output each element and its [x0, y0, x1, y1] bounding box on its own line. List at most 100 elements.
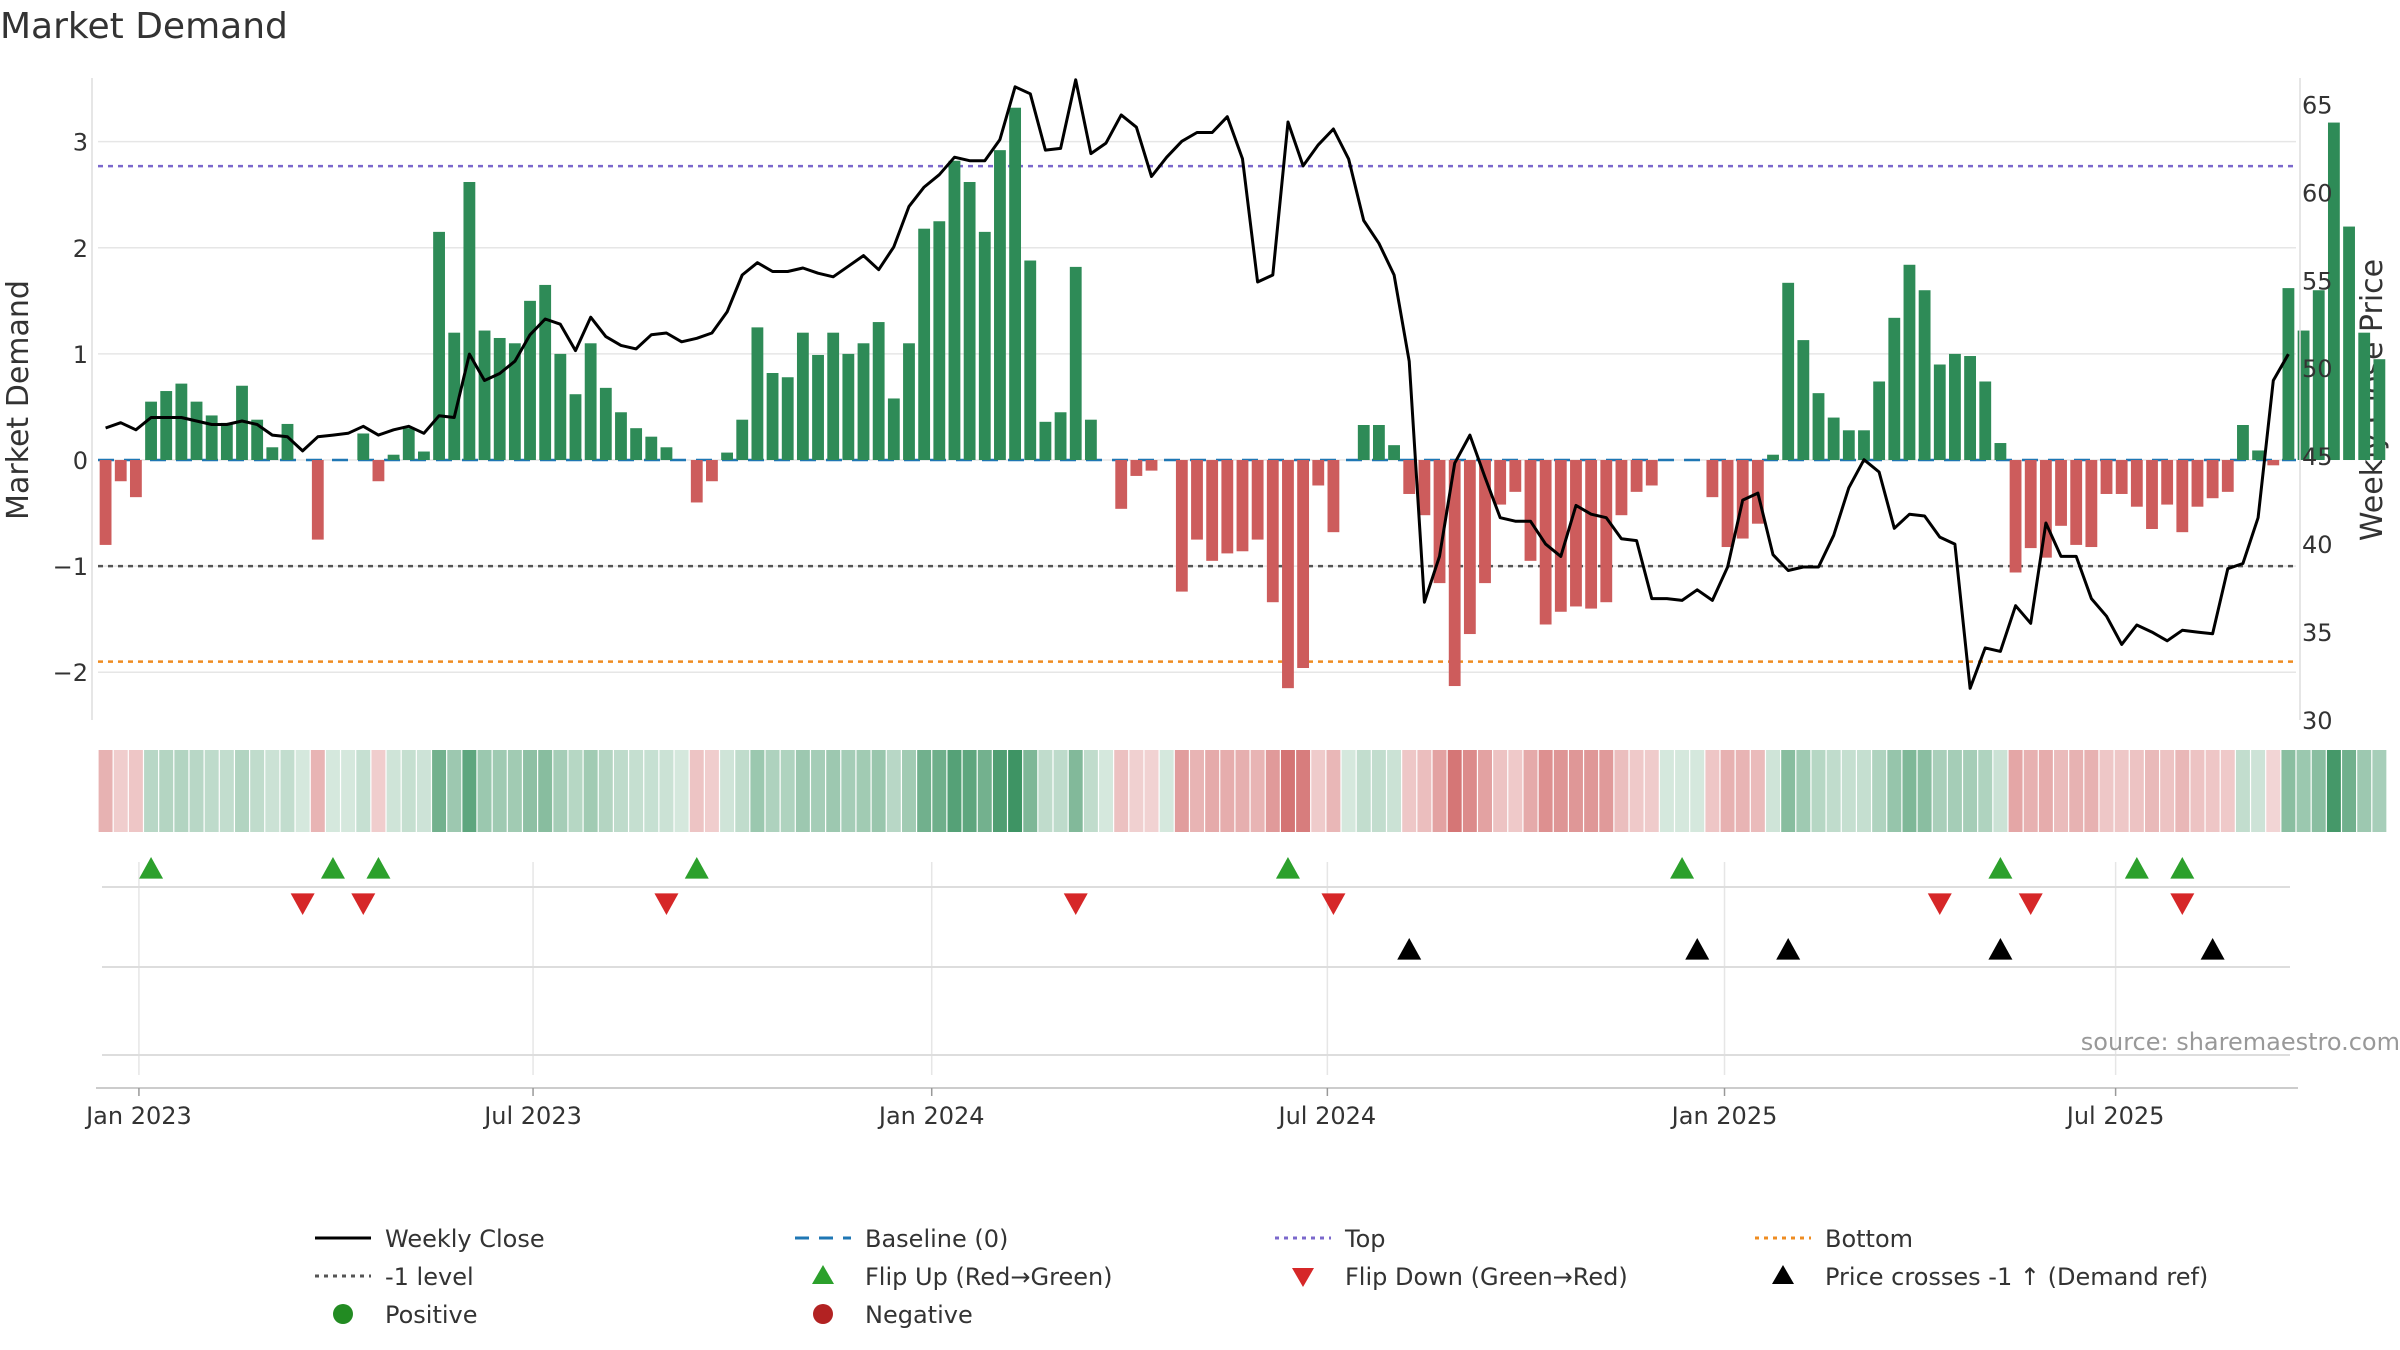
heat-cell	[1114, 750, 1129, 832]
demand-bar	[872, 322, 885, 461]
demand-bar	[1721, 460, 1734, 548]
demand-bar	[402, 428, 415, 461]
demand-bar	[2130, 460, 2143, 507]
heat-cell	[1857, 750, 1871, 832]
demand-bar	[994, 150, 1006, 461]
heat-cell	[2372, 750, 2387, 832]
heat-cell	[674, 750, 689, 832]
heat-cell	[1796, 750, 1811, 832]
price-cross-marker	[2200, 938, 2225, 960]
heat-cell	[1659, 750, 1674, 832]
x-tick-label: Jan 2023	[84, 1102, 192, 1130]
demand-bar	[1479, 460, 1491, 584]
heat-cell	[2008, 750, 2023, 832]
heat-cell	[1478, 750, 1492, 832]
legend-item: Negative	[813, 1301, 973, 1329]
heat-cell	[1690, 750, 1705, 832]
heat-cell	[416, 750, 431, 832]
heat-cell	[1978, 750, 1993, 832]
demand-bar	[1767, 454, 1779, 461]
heat-cell	[432, 750, 447, 832]
heat-cell	[1205, 750, 1220, 832]
x-tick-label: Jan 2025	[1670, 1102, 1778, 1130]
demand-bar	[175, 383, 188, 461]
demand-bar	[1282, 460, 1294, 689]
heat-cell	[1538, 750, 1553, 832]
heat-cell	[1387, 750, 1402, 832]
demand-bar	[2267, 460, 2280, 466]
heat-cell	[1068, 750, 1083, 832]
demand-bar	[2039, 460, 2052, 558]
demand-bar	[478, 330, 491, 461]
heat-cell	[1083, 750, 1098, 832]
heat-cell	[598, 750, 613, 832]
heat-cell	[1811, 750, 1826, 832]
heat-cell	[1947, 750, 1962, 832]
y-tick-left: 1	[73, 341, 88, 369]
heat-cell	[1705, 750, 1720, 832]
demand-bar	[2070, 460, 2083, 545]
heat-cell	[2160, 750, 2175, 832]
demand-bar	[2161, 460, 2174, 505]
y-tick-right: 35	[2302, 619, 2333, 647]
heat-cell	[2023, 750, 2038, 832]
heat-cell	[2326, 750, 2341, 832]
heat-cell	[1750, 750, 1765, 832]
y-tick-right: 55	[2302, 267, 2333, 295]
demand-bar	[660, 447, 673, 461]
price-line	[105, 78, 2290, 690]
demand-bar	[2282, 288, 2295, 461]
heat-cell	[992, 750, 1007, 832]
x-tick-label: Jan 2024	[877, 1102, 985, 1130]
demand-bar	[2237, 424, 2249, 461]
demand-bar	[2009, 460, 2022, 573]
legend-label: Flip Up (Red→Green)	[865, 1263, 1113, 1291]
heat-cell	[1993, 750, 2008, 832]
heat-cell	[856, 750, 871, 832]
heat-cell	[1675, 750, 1690, 832]
heat-cell	[1523, 750, 1538, 832]
y-tick-left: 0	[73, 447, 88, 475]
x-tick-label: Jul 2023	[482, 1102, 582, 1130]
demand-bar	[812, 354, 824, 461]
heat-cell	[765, 750, 780, 832]
demand-bar	[2221, 460, 2234, 492]
demand-bar	[1812, 393, 1825, 461]
demand-bar	[1600, 460, 1613, 603]
heat-cell	[250, 750, 265, 832]
legend-item: -1 level	[315, 1263, 474, 1291]
demand-bar	[2146, 460, 2158, 529]
heat-cell	[371, 750, 386, 832]
demand-bar	[584, 343, 597, 461]
heat-cell	[2038, 750, 2053, 832]
flip-down-marker	[1063, 893, 1088, 915]
y-tick-left: −2	[53, 659, 88, 687]
y-tick-left: 2	[73, 235, 88, 263]
price-cross-marker	[1776, 938, 1801, 960]
flip-up-marker	[1275, 857, 1300, 879]
flip-up-marker	[684, 857, 709, 879]
heat-cell	[780, 750, 795, 832]
demand-bar	[145, 401, 157, 461]
demand-bar	[2115, 460, 2128, 494]
demand-bar	[1433, 460, 1446, 584]
demand-bar	[615, 412, 627, 461]
demand-bar	[251, 419, 264, 461]
demand-bar	[1009, 107, 1022, 461]
heat-cell	[1553, 750, 1568, 832]
heat-cell	[1462, 750, 1477, 832]
heat-cell	[902, 750, 916, 832]
demand-bar	[751, 327, 764, 461]
demand-bar	[2055, 460, 2067, 526]
demand-bar	[645, 436, 658, 461]
demand-bar	[948, 160, 961, 461]
legend-item: Positive	[333, 1301, 478, 1329]
demand-bar	[220, 422, 233, 461]
demand-bar	[1297, 460, 1310, 669]
heat-cell	[1326, 750, 1341, 832]
demand-bar	[387, 454, 400, 461]
heat-cell	[523, 750, 537, 832]
demand-bar	[978, 231, 991, 461]
heat-cell	[1447, 750, 1462, 832]
